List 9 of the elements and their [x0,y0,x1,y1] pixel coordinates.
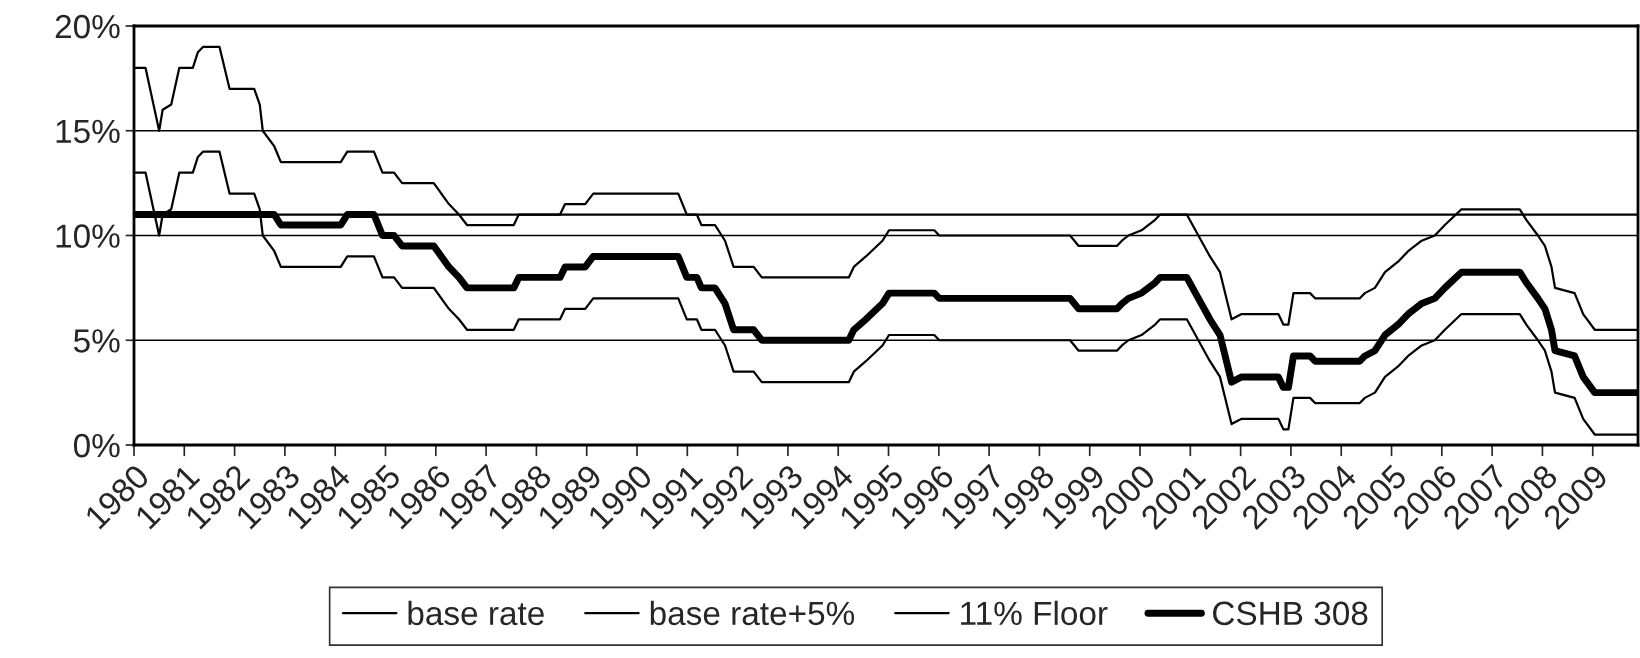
legend-label: 11% Floor [961,600,1108,626]
legend-label: base rate+5% [650,600,855,626]
y-tick-label: 20% [55,14,120,39]
legend-label: CSHB 308 [1213,601,1368,626]
y-tick-label: 5% [73,329,120,353]
y-tick-label: 15% [56,119,120,144]
y-tick-label: 0% [73,433,120,458]
y-tick-label: 10% [56,224,120,248]
legend-label: base rate [408,600,544,626]
